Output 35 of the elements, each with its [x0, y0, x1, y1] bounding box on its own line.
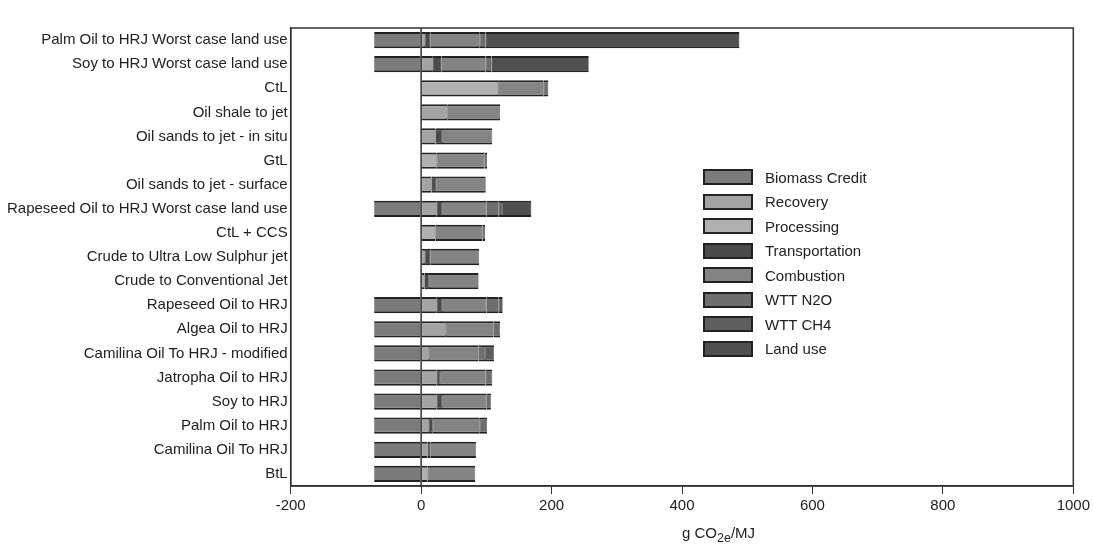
y-tick-label: CtL + CCS: [216, 223, 288, 241]
y-tick-label: GtL: [263, 150, 288, 168]
legend-label: Land use: [765, 340, 827, 358]
x-tick-label: 200: [539, 496, 565, 514]
x-tick-label: 0: [416, 496, 426, 514]
y-tick-label: Oil shale to jet: [192, 102, 289, 120]
x-tick-label: -200: [275, 496, 306, 514]
x-axis-title: g CO$_{2e}$/MJ: [680, 524, 757, 545]
y-tick-label: Oil sands to jet - surface: [125, 174, 288, 192]
y-tick-label: Soy to HRJ: [211, 391, 288, 409]
legend-label: Biomass Credit: [765, 168, 867, 186]
y-tick-label: Crude to Conventional Jet: [114, 271, 289, 289]
y-tick-label: Palm Oil to HRJ: [181, 415, 288, 433]
y-tick-label: CtL: [264, 78, 288, 96]
legend-label: WTT CH4: [765, 315, 832, 333]
x-tick-label: 800: [930, 496, 956, 514]
y-tick-label: Rapeseed Oil to HRJ Worst case land use: [7, 198, 288, 216]
y-tick-label: Crude to Ultra Low Sulphur jet: [86, 247, 289, 265]
legend-label: WTT N2O: [765, 291, 833, 309]
legend-label: Recovery: [765, 193, 829, 211]
legend-label: Transportation: [765, 242, 862, 260]
x-tick-label: 400: [669, 496, 695, 514]
y-tick-label: Soy to HRJ Worst case land use: [72, 54, 288, 72]
y-tick-label: Algea Oil to HRJ: [176, 319, 288, 337]
legend-label: Combustion: [765, 266, 846, 284]
x-tick-label: 1000: [1056, 496, 1090, 514]
y-tick-label: Jatropha Oil to HRJ: [156, 367, 288, 385]
y-tick-label: Oil sands to jet - in situ: [135, 126, 288, 144]
y-tick-label: BtL: [265, 464, 288, 482]
y-tick-label: Camilina Oil To HRJ - modified: [83, 343, 288, 361]
x-tick-label: 600: [799, 496, 825, 514]
y-tick-label: Camilina Oil To HRJ: [153, 439, 288, 457]
legend-label: Processing: [765, 217, 840, 235]
y-tick-label: Palm Oil to HRJ Worst case land use: [41, 30, 288, 48]
y-tick-label: Rapeseed Oil to HRJ: [146, 295, 288, 313]
